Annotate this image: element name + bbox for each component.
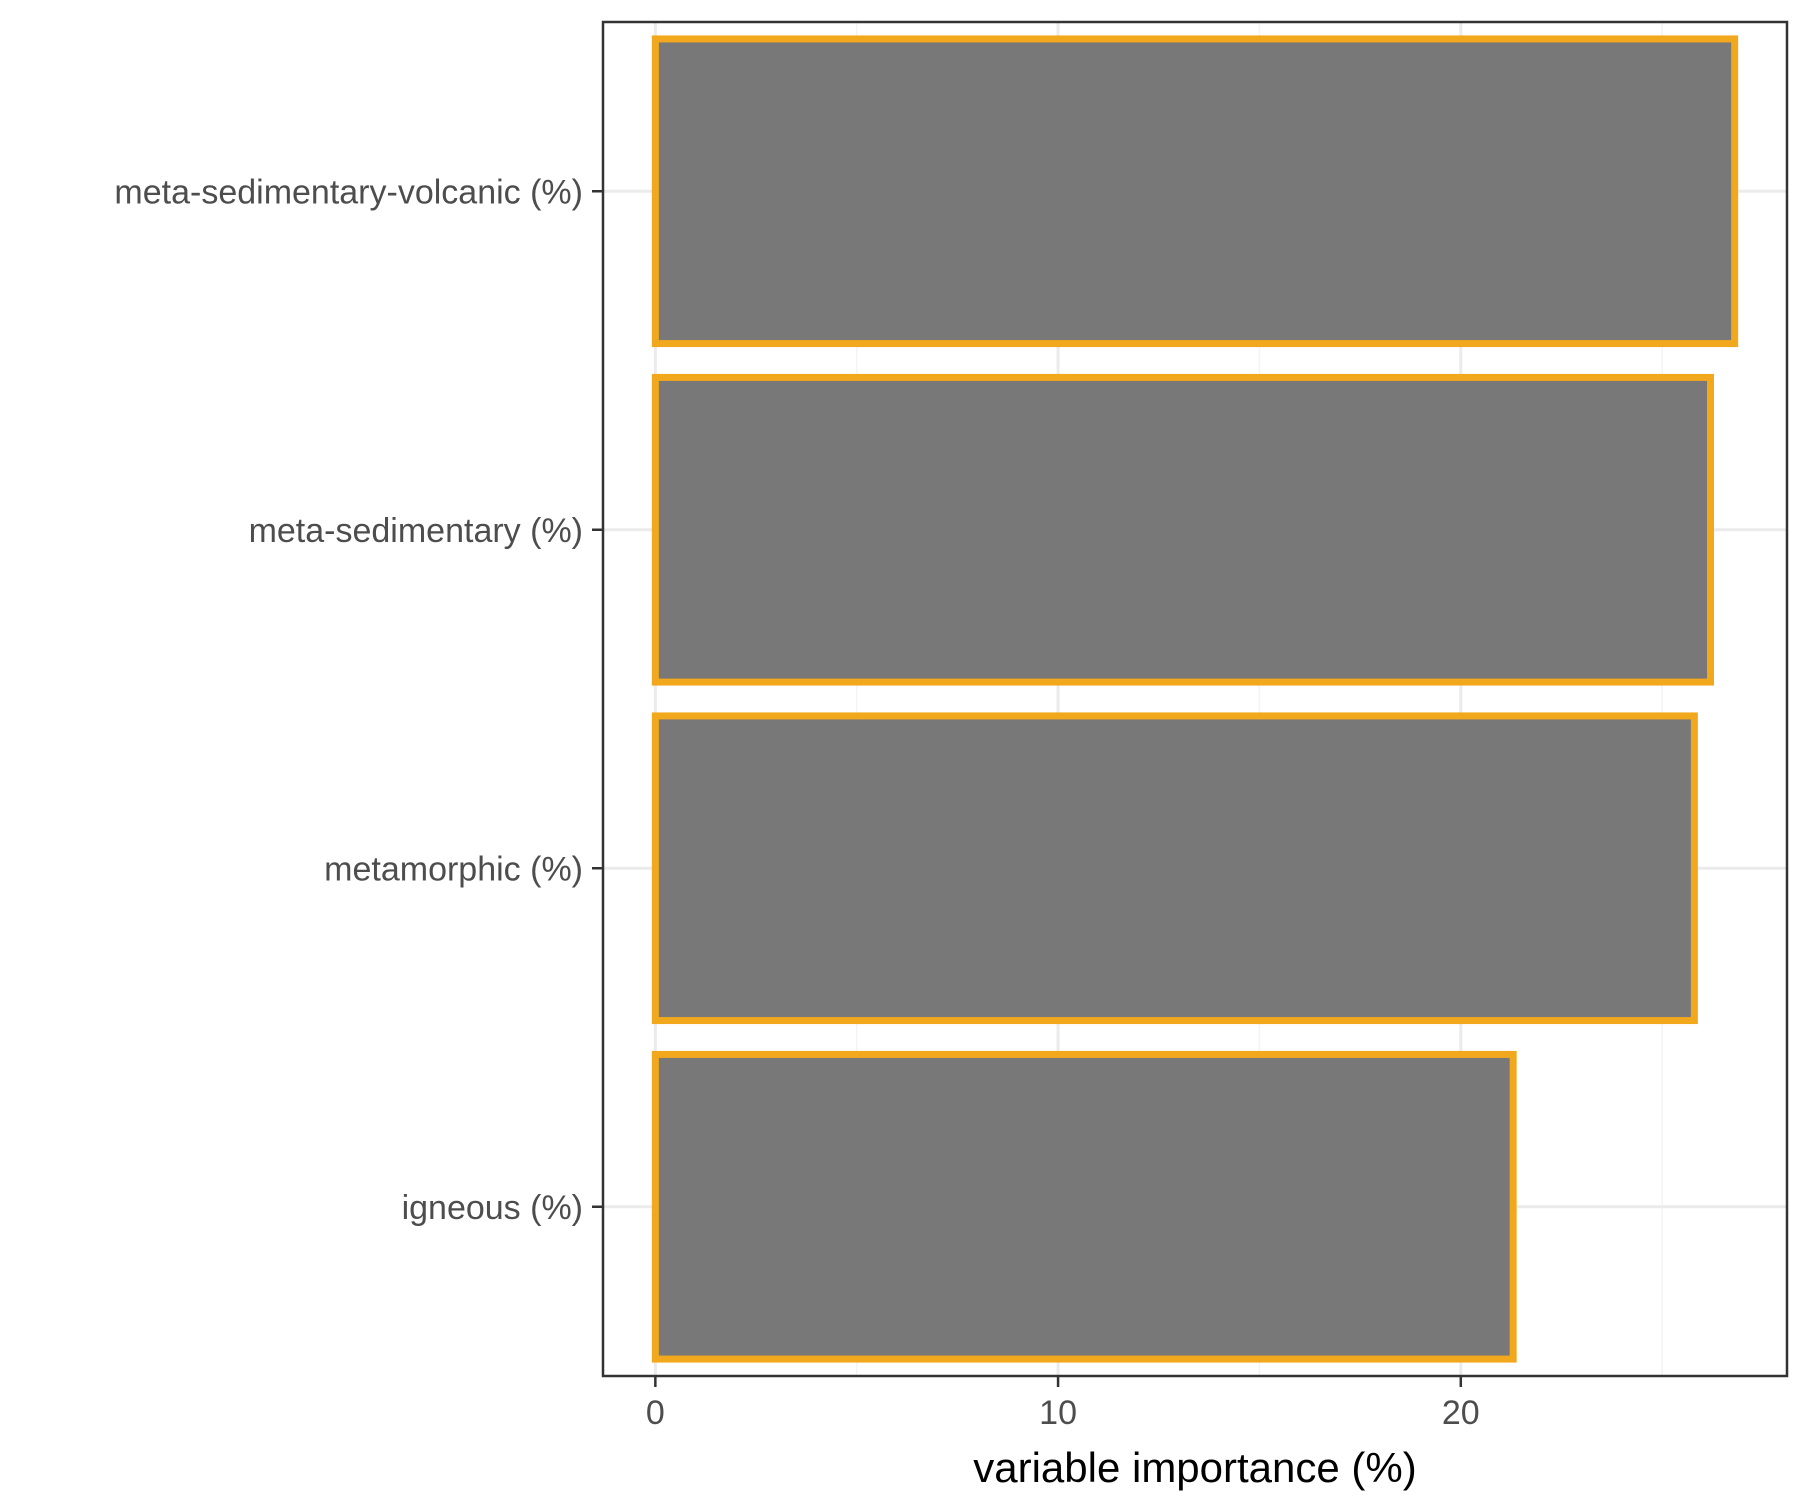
y-tick-label: metamorphic (%) bbox=[324, 850, 583, 888]
bar bbox=[651, 712, 1698, 1025]
y-tick-label: igneous (%) bbox=[402, 1189, 583, 1227]
x-axis: 0 10 20 bbox=[646, 1376, 1480, 1432]
x-tick-label: 0 bbox=[646, 1394, 665, 1432]
panel-border bbox=[601, 20, 1789, 1378]
bar bbox=[651, 373, 1714, 686]
bar bbox=[651, 35, 1739, 348]
x-tick-label: 20 bbox=[1442, 1394, 1480, 1432]
y-tick-label: meta-sedimentary (%) bbox=[249, 512, 583, 550]
x-tick-label: 10 bbox=[1039, 1394, 1077, 1432]
x-axis-title: variable importance (%) bbox=[973, 1444, 1417, 1491]
bar bbox=[651, 1050, 1517, 1363]
y-tick-label: meta-sedimentary-volcanic (%) bbox=[114, 173, 583, 211]
y-axis: meta-sedimentary-volcanic (%) meta-sedime… bbox=[114, 173, 603, 1227]
bars-layer bbox=[651, 35, 1739, 1363]
